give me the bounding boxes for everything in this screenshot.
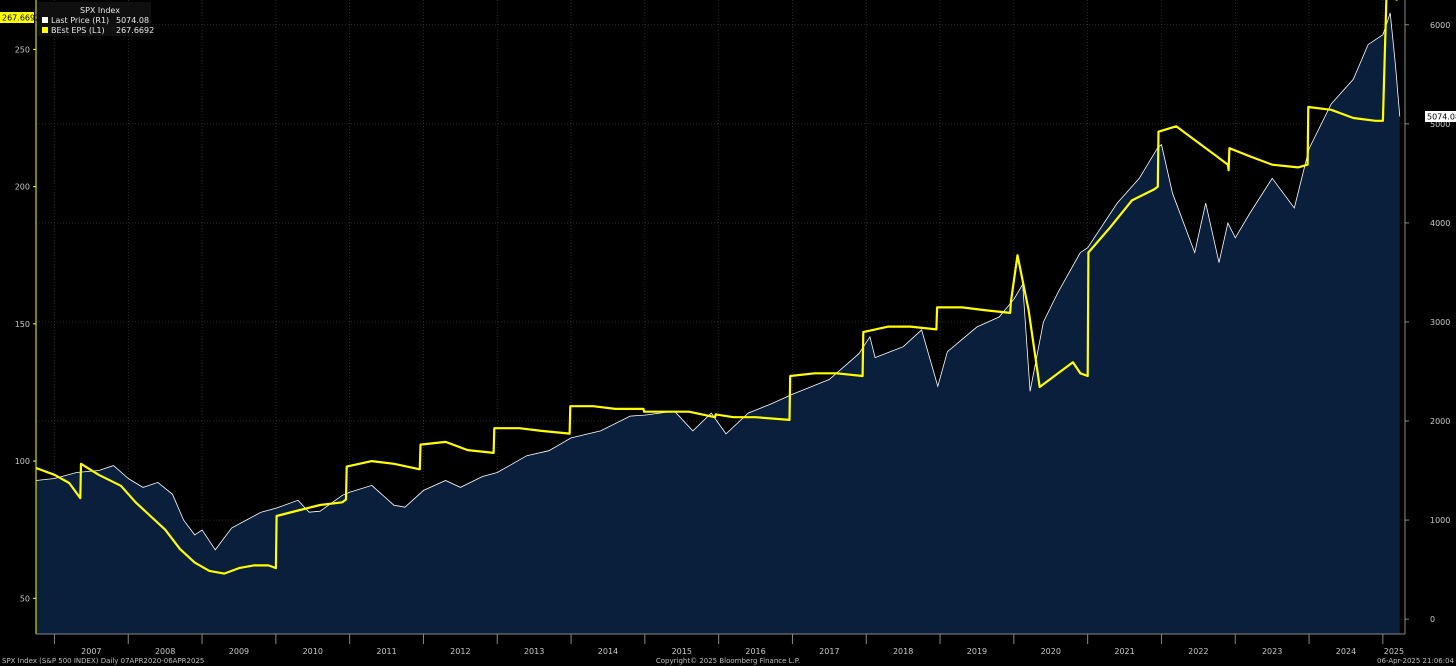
left-axis-ticks: 250 200 150 100 50: [15, 45, 36, 603]
left-tick-label: 250: [15, 45, 30, 54]
x-tick-label: 2024: [1336, 647, 1356, 656]
right-tick-label: 6000: [1430, 21, 1450, 30]
left-tick-label: 200: [15, 183, 30, 192]
x-tick-label: 2008: [155, 647, 175, 656]
x-tick-label: 2010: [303, 647, 323, 656]
x-tick-label: 2018: [893, 647, 913, 656]
right-current-label: 5074.08: [1427, 113, 1456, 122]
right-tick-label: 4000: [1430, 219, 1450, 228]
legend-value-eps: 267.6692: [116, 26, 154, 35]
legend-swatch-eps: [42, 27, 48, 33]
legend-swatch-price: [42, 17, 48, 23]
right-tick-label: 0: [1430, 615, 1435, 624]
legend-title: SPX Index: [80, 6, 120, 15]
right-current-badge: 5074.08: [1425, 111, 1456, 122]
footer-right: 06-Apr-2025 21:06:04: [1377, 657, 1454, 665]
legend: SPX Index Last Price (R1) 5074.08 BEst E…: [38, 2, 154, 36]
right-tick-label: 2000: [1430, 417, 1450, 426]
right-current-badge-bg: [1425, 111, 1456, 122]
x-tick-label: 2017: [819, 647, 839, 656]
eps-line: [35, 0, 1398, 575]
x-tick-label: 2022: [1188, 647, 1208, 656]
x-tick-label: 2025: [1384, 647, 1404, 656]
left-current-badge: 267.6692: [0, 12, 40, 23]
legend-bg: [38, 2, 151, 36]
x-tick-label: 2013: [524, 647, 544, 656]
legend-label-price: Last Price (R1): [51, 16, 109, 25]
footer-left: SPX Index (S&P 500 INDEX) Daily 07APR202…: [2, 657, 204, 665]
x-tick-label: 2007: [81, 647, 101, 656]
right-axis-ticks: 6000 5000 4000 3000 2000 1000 0: [1405, 21, 1450, 624]
left-current-badge-bg: [0, 12, 34, 23]
right-tick-label: 3000: [1430, 318, 1450, 327]
x-tick-label: 2011: [376, 647, 396, 656]
right-tick-label: 5000: [1430, 120, 1450, 129]
left-current-label: 267.6692: [2, 14, 40, 23]
price-line: [35, 12, 1401, 551]
left-tick-label: 150: [15, 320, 30, 329]
x-axis: 2007 2008 2009 2010 2011 2012 2013 2014 2015 2016…: [36, 633, 1405, 656]
right-tick-label: 1000: [1430, 516, 1450, 525]
x-tick-label: 2012: [450, 647, 470, 656]
x-tick-label: 2016: [745, 647, 765, 656]
x-tick-label: 2020: [1041, 647, 1061, 656]
x-tick-label: 2009: [229, 647, 249, 656]
left-tick-label: 100: [15, 457, 30, 466]
left-tick-label: 50: [20, 594, 30, 603]
x-tick-label: 2014: [598, 647, 618, 656]
x-tick-label: 2023: [1262, 647, 1282, 656]
footer-center: Copyright© 2025 Bloomberg Finance L.P.: [656, 657, 800, 665]
x-tick-label: 2021: [1114, 647, 1134, 656]
x-tick-label: 2015: [672, 647, 692, 656]
legend-value-price: 5074.08: [116, 16, 149, 25]
legend-label-eps: BEst EPS (L1): [51, 26, 105, 35]
x-tick-label: 2019: [967, 647, 987, 656]
price-area: [36, 12, 1400, 634]
